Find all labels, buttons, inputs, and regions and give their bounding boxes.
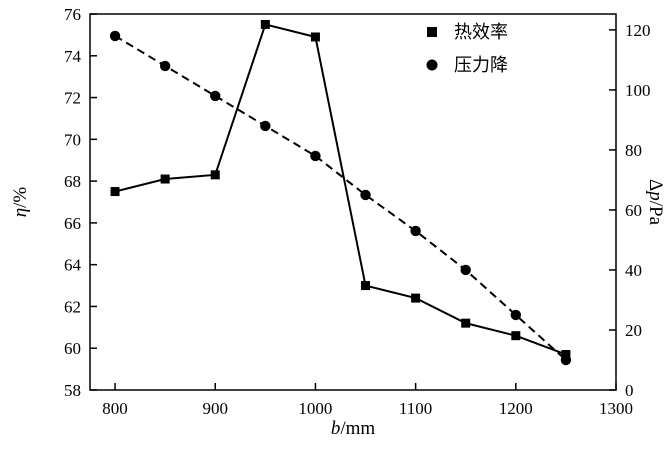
left-y-axis-title: η/% [10, 187, 31, 218]
legend-marker-circle [426, 59, 438, 71]
left-y-tick-label: 74 [64, 47, 82, 66]
marker-square [210, 170, 220, 180]
left-y-tick-label: 72 [64, 89, 81, 108]
left-y-axis: 58 60 62 64 66 68 70 72 74 76 [64, 5, 97, 400]
right-y-tick-label: 120 [625, 21, 651, 40]
x-axis: 800 900 1000 1100 1200 1300 [102, 383, 633, 418]
x-tick-label: 1200 [499, 399, 533, 418]
left-y-tick-label: 68 [64, 172, 81, 191]
x-tick-label: 1100 [399, 399, 432, 418]
marker-circle [560, 354, 572, 366]
left-y-tick-label: 64 [64, 256, 82, 275]
left-y-tick-label: 76 [64, 5, 81, 24]
left-y-tick-label: 62 [64, 297, 81, 316]
marker-circle [460, 264, 471, 276]
marker-square [561, 349, 571, 359]
right-y-tick-label: 40 [625, 261, 642, 280]
series-line-pressure-drop [114, 35, 567, 361]
marker-square [160, 174, 170, 184]
series-pressure-drop [109, 30, 572, 366]
marker-circle [510, 309, 522, 321]
series-line-thermal-efficiency [114, 23, 567, 356]
marker-square [110, 187, 120, 197]
plot-frame [89, 13, 617, 391]
right-y-tick-label: 80 [625, 141, 642, 160]
x-tick-label: 800 [102, 399, 128, 418]
left-y-tick-label: 70 [64, 130, 81, 149]
marker-circle [310, 150, 321, 162]
marker-square [260, 19, 270, 29]
marker-circle [109, 30, 121, 42]
marker-square [361, 281, 371, 291]
marker-circle [260, 120, 271, 132]
x-tick-label: 1300 [599, 399, 633, 418]
legend-marker-square [427, 27, 437, 37]
legend-label-thermal-efficiency: 热效率 [454, 22, 508, 42]
left-y-tick-label: 66 [64, 214, 81, 233]
x-tick-label: 900 [202, 399, 228, 418]
right-y-tick-label: 60 [625, 201, 642, 220]
marker-square [461, 318, 471, 328]
x-axis-title: b/mm [331, 418, 376, 439]
right-y-tick-label: 100 [625, 81, 651, 100]
legend-label-pressure-drop: 压力降 [454, 55, 508, 75]
marker-circle [360, 189, 371, 201]
left-y-tick-label: 58 [64, 381, 81, 400]
marker-circle [410, 225, 421, 237]
marker-square [310, 32, 320, 42]
marker-square [511, 331, 521, 341]
x-tick-label: 1000 [298, 399, 332, 418]
left-y-tick-label: 60 [64, 339, 81, 358]
right-y-tick-label: 20 [625, 321, 642, 340]
series-thermal-efficiency [110, 19, 571, 359]
marker-circle [210, 90, 221, 102]
right-y-axis: 0 20 40 60 80 100 120 [609, 21, 651, 400]
right-y-axis-title: Δp/Pa [645, 179, 665, 226]
marker-square [411, 293, 421, 303]
marker-circle [159, 60, 171, 72]
right-y-tick-label: 0 [625, 381, 634, 400]
